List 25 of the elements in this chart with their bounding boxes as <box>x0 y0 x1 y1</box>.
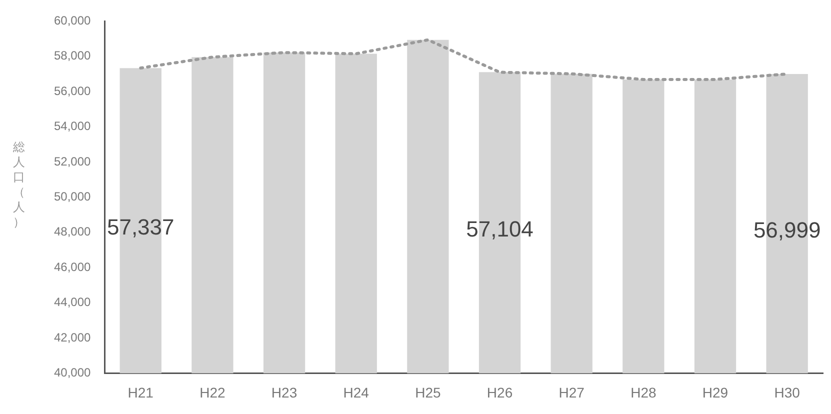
x-tick-label: H28 <box>630 384 656 400</box>
y-axis-title: 総人口（人） <box>12 140 26 230</box>
x-tick-label: H22 <box>200 384 226 400</box>
x-tick-label: H21 <box>128 384 154 400</box>
x-tick-label: H25 <box>415 384 441 400</box>
y-tick-label: 40,000 <box>54 366 92 380</box>
y-tick-label: 58,000 <box>54 48 92 63</box>
x-tick-label: H26 <box>486 384 513 400</box>
y-tick-label: 46,000 <box>54 260 92 274</box>
y-tick-label: 50,000 <box>54 190 92 204</box>
y-tick-label: 42,000 <box>54 330 92 344</box>
x-tick-label: H23 <box>271 384 298 400</box>
data-label: 57,104 <box>466 216 534 242</box>
y-tick-label: 52,000 <box>54 154 92 168</box>
x-tick-label: H27 <box>558 384 585 400</box>
y-tick-label: 56,000 <box>54 84 92 98</box>
x-tick-label: H29 <box>702 384 728 400</box>
y-tick-label: 48,000 <box>54 224 92 239</box>
y-tick-label: 44,000 <box>54 295 92 310</box>
x-tick-label: H24 <box>343 384 370 400</box>
y-tick-label: 60,000 <box>54 14 92 28</box>
data-label: 57,337 <box>106 214 174 240</box>
x-tick-label: H30 <box>774 384 800 400</box>
y-tick-label: 54,000 <box>54 119 92 134</box>
data-label: 56,999 <box>753 218 821 243</box>
